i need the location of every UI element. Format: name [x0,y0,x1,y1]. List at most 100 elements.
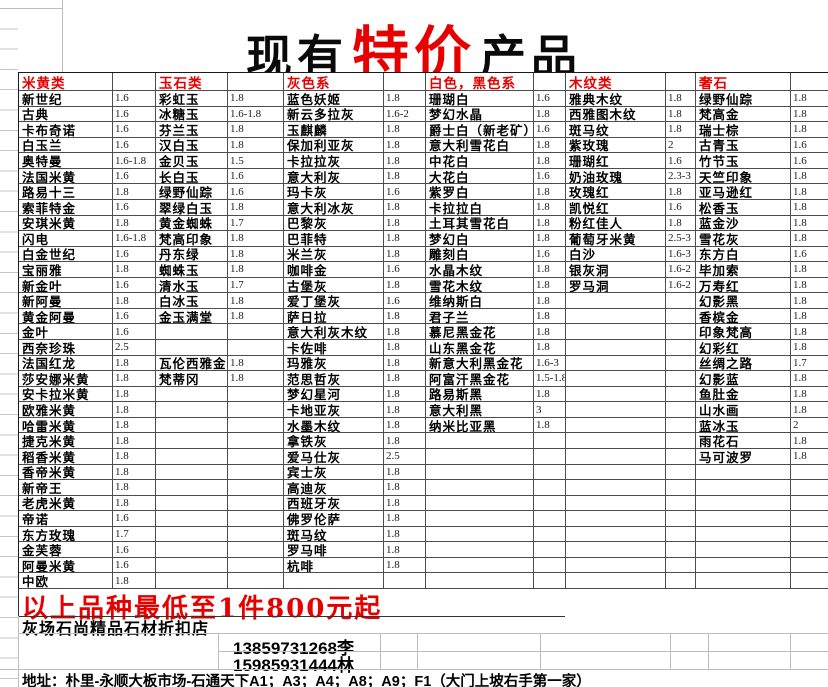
price-cell: 1.8 [534,184,566,200]
price-cell: 1.8 [384,246,426,263]
product-cell: 黄金阿曼 [19,308,113,325]
price-cell: 2 [791,418,828,434]
price-cell: 1.8 [384,371,426,387]
product-cell: 罗马啡 [284,542,384,558]
price-cell: 1.8 [384,433,426,449]
product-cell: 阿曼米黄 [19,557,113,574]
spreadsheet-margin-grid [0,8,18,687]
product-cell: 卡佐啡 [284,340,384,356]
price-cell: 1.8 [384,402,426,418]
product-cell [566,371,666,387]
product-cell [426,542,534,558]
product-cell: 君子兰 [426,308,534,325]
price-cell: 1.8 [534,277,566,294]
product-cell: 瓦伦西雅金 [156,355,228,372]
product-cell: 奥特曼 [19,153,113,169]
product-cell: 新帝王 [19,480,113,496]
price-cell: 1.8 [384,153,426,169]
product-cell [566,480,666,496]
price-cell: 1.8 [384,199,426,216]
product-cell: 古典 [19,106,113,123]
price-cell: 1.8 [791,433,828,449]
price-cell: 1.8 [791,340,828,356]
grid-line [708,633,709,670]
price-cell: 1.8 [534,153,566,169]
price-cell: 1.8 [228,355,284,372]
price-cell: 1.8 [384,386,426,403]
price-cell: 1.7 [228,277,284,294]
price-cell: 1.8 [228,231,284,247]
price-cell: 1.7 [791,356,828,372]
product-cell: 珊瑚白 [426,91,534,107]
product-cell: 金叶 [19,324,113,340]
price-cell: 1.8 [666,91,696,107]
product-cell: 梵高印象 [156,231,228,247]
product-cell: 西雅图木纹 [566,106,666,123]
product-cell [696,495,791,512]
product-cell [156,417,228,434]
product-cell: 白玉兰 [19,137,113,154]
product-cell: 路易十三 [19,184,113,200]
product-cell: 雨花石 [696,433,791,449]
price-cell: 1.8 [791,200,828,216]
product-cell: 丹东绿 [156,246,228,263]
product-cell: 老虎米黄 [19,495,113,512]
product-cell [566,526,666,543]
product-cell: 哈雷米黄 [19,417,113,434]
column-header-spacer [534,73,566,91]
price-cell: 1.6 [228,184,284,200]
price-cell [228,340,284,356]
product-cell [426,511,534,527]
price-cell: 1.8 [228,246,284,263]
product-cell [566,511,666,527]
price-cell: 1.8 [113,464,156,481]
product-cell [566,355,666,372]
product-cell: 高迪灰 [284,480,384,496]
product-cell: 索菲特金 [19,199,113,216]
price-cell: 1.8 [228,137,284,154]
product-cell: 大花白 [426,168,534,185]
price-cell: 1.6-2 [666,262,696,278]
price-cell: 1.8 [384,480,426,496]
price-cell: 1.8 [113,417,156,434]
product-cell [566,557,666,574]
product-cell: 奶油玫瑰 [566,168,666,185]
product-cell: 白冰玉 [156,293,228,309]
product-cell [156,495,228,512]
price-cell: 1.6 [113,199,156,216]
grid-line [218,633,219,670]
product-cell: 新意大利黑金花 [426,355,534,372]
price-cell [534,495,566,512]
product-cell [696,464,791,481]
product-cell: 斑马纹 [284,526,384,543]
price-cell: 1.8 [666,106,696,123]
product-cell: 意大利冰灰 [284,199,384,216]
price-cell: 1.6-2 [666,277,696,294]
product-cell: 法国红龙 [19,355,113,372]
price-cell: 1.8 [791,449,828,465]
price-cell: 1.6 [113,106,156,123]
product-cell: 阿富汗黑金花 [426,371,534,387]
grid-line [18,633,828,634]
price-cell: 3 [534,402,566,418]
product-cell: 玛雅灰 [284,355,384,372]
price-cell: 1.8 [113,215,156,232]
price-cell: 1.8 [534,324,566,340]
price-cell [666,417,696,434]
price-cell: 1.8 [534,137,566,154]
price-cell [666,448,696,465]
product-cell: 松香玉 [696,199,791,216]
price-cell: 1.8 [384,511,426,527]
price-cell: 1.8 [791,231,828,247]
product-cell [156,480,228,496]
product-cell: 土耳其雪花白 [426,215,534,232]
price-cell [228,542,284,558]
price-cell: 1.8 [791,324,828,340]
product-cell: 白沙 [566,246,666,263]
price-cell: 1.8 [113,355,156,372]
product-cell: 银灰洞 [566,262,666,278]
price-cell: 1.8 [113,262,156,278]
product-cell: 瑞士棕 [696,122,791,138]
product-cell [156,340,228,356]
price-cell [534,464,566,481]
